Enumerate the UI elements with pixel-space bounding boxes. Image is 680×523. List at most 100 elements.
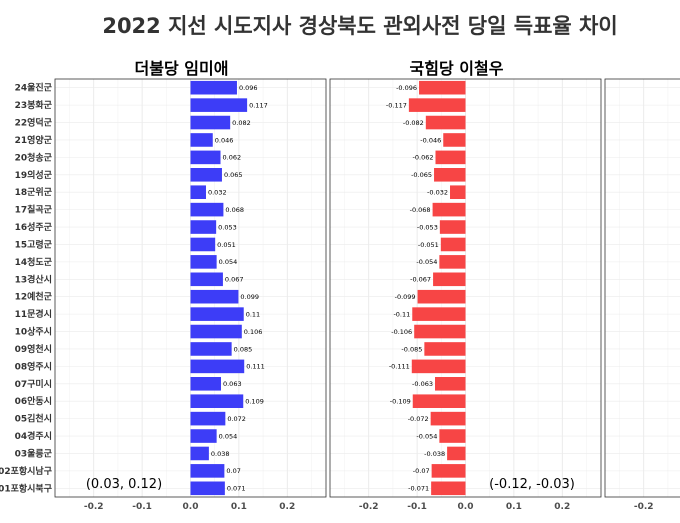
- bar-14청도군: [439, 255, 466, 269]
- data-label: -0.054: [416, 432, 437, 440]
- data-label: 0.051: [217, 241, 236, 249]
- bar-09영천시: [190, 342, 232, 356]
- bar-10상주시: [414, 324, 466, 339]
- bar-22영덕군: [425, 115, 466, 130]
- data-label: -0.046: [420, 136, 441, 144]
- x-tick-label: -0.1: [407, 502, 427, 512]
- bar-01포항시북구: [431, 481, 466, 496]
- chart-title: 2022 지선 시도지사 경상북도 관외사전 당일 득표율 차이: [102, 14, 618, 38]
- bar-11문경시: [412, 307, 466, 321]
- data-label: 0.068: [225, 206, 244, 214]
- bar-03울릉군: [447, 446, 466, 461]
- bar-13경산시: [433, 272, 466, 287]
- bar-24울진군: [190, 80, 237, 95]
- category-label: 19의성군: [15, 169, 53, 181]
- bar-22영덕군: [190, 115, 231, 130]
- category-label: 04경주시: [15, 430, 52, 442]
- category-label: 12예천군: [15, 291, 53, 303]
- x-tick-label: 0.1: [231, 502, 247, 512]
- panel-border: [604, 78, 680, 498]
- data-label: -0.063: [412, 380, 433, 388]
- panel-border: [329, 78, 602, 498]
- category-label: 09영천시: [15, 343, 52, 355]
- bar-09영천시: [424, 342, 466, 356]
- data-label: 0.067: [225, 276, 244, 284]
- data-label: 0.046: [215, 136, 234, 144]
- category-label: 03울릉군: [15, 447, 53, 459]
- bar-18군위군: [450, 185, 466, 200]
- data-label: 0.117: [249, 101, 268, 109]
- data-label: 0.082: [232, 119, 251, 127]
- data-label: -0.099: [395, 293, 416, 301]
- bar-14청도군: [190, 255, 217, 269]
- bar-06안동시: [412, 394, 466, 409]
- category-label: 23봉화군: [15, 99, 53, 111]
- data-label: 0.072: [227, 415, 246, 423]
- bar-24울진군: [419, 80, 466, 95]
- bar-23봉화군: [408, 98, 466, 112]
- data-label: -0.065: [411, 171, 432, 179]
- bar-19의성군: [190, 167, 222, 182]
- data-label: -0.067: [410, 276, 431, 284]
- category-label: 15고령군: [15, 238, 53, 250]
- bar-15고령군: [190, 237, 216, 252]
- data-label: 0.071: [227, 485, 246, 493]
- range-annotation: (0.03, 0.12): [86, 477, 162, 492]
- bar-16성주군: [190, 220, 217, 234]
- x-tick-label: -0.2: [634, 502, 654, 512]
- data-label: -0.111: [389, 363, 410, 371]
- bar-13경산시: [190, 272, 223, 287]
- data-label: -0.071: [408, 485, 429, 493]
- x-tick-label: -0.1: [132, 502, 152, 512]
- data-label: -0.082: [403, 119, 424, 127]
- data-label: 0.054: [219, 432, 238, 440]
- category-label: 20청송군: [15, 151, 53, 163]
- category-label: 13경산시: [15, 273, 52, 285]
- data-label: -0.054: [416, 258, 437, 266]
- bar-10상주시: [190, 324, 242, 339]
- data-label: 0.099: [240, 293, 259, 301]
- data-label: 0.032: [208, 189, 227, 197]
- data-label: -0.11: [393, 310, 410, 318]
- data-label: 0.106: [244, 328, 263, 336]
- category-label: 14청도군: [15, 256, 53, 268]
- bar-03울릉군: [190, 446, 209, 461]
- bar-07구미시: [190, 376, 221, 391]
- data-label: 0.053: [218, 223, 237, 231]
- category-label: 22영덕군: [15, 117, 53, 129]
- x-tick-label: -0.2: [84, 502, 104, 512]
- data-label: 0.085: [234, 345, 253, 353]
- panel-border: [54, 78, 327, 498]
- category-label: 08영주시: [15, 360, 52, 372]
- data-label: -0.085: [401, 345, 422, 353]
- bar-07구미시: [435, 376, 466, 391]
- data-label: -0.096: [396, 84, 417, 92]
- category-label: 17칠곡군: [15, 204, 53, 216]
- data-label: -0.106: [391, 328, 412, 336]
- bar-17칠곡군: [190, 202, 224, 217]
- data-label: -0.109: [390, 398, 411, 406]
- x-tick-label: 0.0: [458, 502, 474, 512]
- bar-08영주시: [411, 359, 466, 374]
- category-label: 21영양군: [15, 134, 53, 146]
- bar-01포항시북구: [190, 481, 225, 496]
- x-tick-label: 0.0: [183, 502, 199, 512]
- bar-12예천군: [190, 289, 239, 304]
- data-label: 0.038: [211, 450, 230, 458]
- data-label: 0.11: [246, 310, 260, 318]
- category-label: 16성주군: [15, 221, 53, 233]
- range-annotation: (-0.12, -0.03): [489, 477, 575, 492]
- bar-19의성군: [434, 167, 466, 182]
- bar-17칠곡군: [432, 202, 466, 217]
- data-label: 0.109: [245, 398, 264, 406]
- bar-04경주시: [190, 429, 217, 443]
- bar-21영양군: [443, 133, 466, 147]
- category-label: 01포항시북구: [0, 482, 52, 494]
- bar-12예천군: [417, 289, 466, 304]
- x-tick-label: 0.2: [554, 502, 570, 512]
- data-label: 0.065: [224, 171, 243, 179]
- bar-21영양군: [190, 133, 213, 147]
- bar-11문경시: [190, 307, 244, 321]
- panel-title: 국힘당 이철우: [410, 59, 504, 78]
